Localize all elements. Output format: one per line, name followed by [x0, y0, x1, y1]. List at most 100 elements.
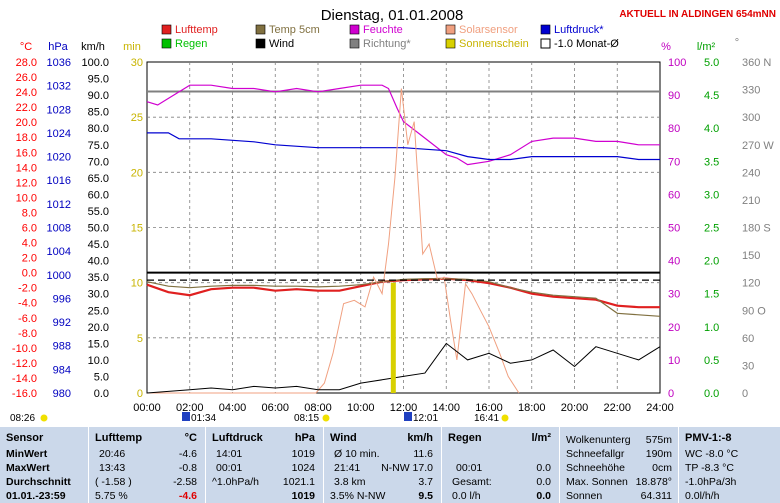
unit-lm2: l/m²	[697, 41, 716, 53]
sun-times: 08:26 01:34 08:15 12:01 16:41	[10, 412, 509, 424]
kmh-tick: 100.0	[81, 57, 109, 69]
kmh-tick: 45.0	[88, 239, 109, 251]
row-label-date: 01.01.-23:59	[6, 490, 66, 502]
sensor-column: Sensor MinWert MaxWert Durchschnitt 01.0…	[0, 427, 88, 503]
pmv-row-3: 0.0l/h/h	[685, 490, 720, 502]
wind-cur-val: 9.5	[418, 490, 433, 502]
min-tick: 20	[131, 167, 143, 179]
x-tick: 14:00	[432, 402, 460, 414]
hpa-tick: 1012	[47, 199, 71, 211]
hpa-tick: 1008	[47, 223, 71, 235]
deg-tick: 60	[742, 333, 754, 345]
extra-val-0: 575m	[645, 434, 672, 446]
hpa-tick: 1000	[47, 270, 71, 282]
lm2-tick: 3.5	[704, 156, 719, 168]
pmv-header: PMV-1:-8	[685, 432, 732, 444]
wind-avg-val: 3.7	[418, 476, 433, 488]
deg-tick: 150	[742, 250, 760, 262]
lm2-tick: 2.5	[704, 223, 719, 235]
kmh-tick: 5.0	[94, 371, 109, 383]
lufttemp-header: Lufttemp	[95, 432, 143, 444]
hpa-tick: 1028	[47, 104, 71, 116]
lufttemp-avg-note: ( -1.58 )	[95, 476, 132, 488]
lm2-tick: 0.0	[704, 388, 719, 400]
hpa-tick: 1024	[47, 128, 71, 140]
luftdruck-min-time: 14:01	[216, 448, 243, 460]
pct-tick: 100	[668, 57, 686, 69]
kmh-tick: 90.0	[88, 90, 109, 102]
temp-tick: 24.0	[16, 87, 37, 99]
kmh-tick: 80.0	[88, 123, 109, 135]
legend-label-feuchte: Feuchte	[363, 24, 403, 36]
sunset-time: 16:41	[474, 413, 499, 424]
temp-tick: -8.0	[18, 328, 37, 340]
legend-label-sonnenschein: Sonnenschein	[459, 38, 529, 50]
extra-val-1: 190m	[645, 448, 672, 460]
temp-tick: -4.0	[18, 298, 37, 310]
moon-icon	[182, 412, 190, 421]
temp-tick: 14.0	[16, 162, 37, 174]
wind-avg10-val: 11.6	[413, 448, 433, 460]
legend-swatch-lufttemp	[161, 24, 172, 35]
chart-title: Dienstag, 01.01.2008	[321, 7, 464, 24]
pct-tick: 60	[668, 189, 680, 201]
lm2-tick: 4.0	[704, 123, 719, 135]
sunrise-icon	[40, 414, 48, 422]
deg-tick: 30	[742, 360, 754, 372]
extra-val-2: 0cm	[652, 462, 672, 474]
series-temp-5cm	[146, 278, 661, 317]
extra-label-1: Schneefallgr	[566, 448, 625, 460]
unit-min: min	[123, 41, 141, 53]
lm2-tick: 2.0	[704, 256, 719, 268]
pct-tick: 40	[668, 256, 680, 268]
pct-tick: 70	[668, 156, 680, 168]
pct-tick: 20	[668, 322, 680, 334]
extra-val-4: 64.311	[640, 490, 672, 502]
noon-icon	[404, 412, 412, 421]
deg-tick: 180 S	[742, 223, 771, 235]
pmv-column: PMV-1:-8 WC -8.0 °C TP -8.3 °C -1.0hPa/3…	[679, 427, 780, 503]
temp-tick: 18.0	[16, 132, 37, 144]
kmh-tick: 85.0	[88, 107, 109, 119]
wind-avg10-label: Ø 10 min.	[334, 448, 380, 460]
regen-max-val: 0.0	[536, 462, 551, 474]
legend-swatch-feuchte	[349, 24, 360, 35]
legend-swatch-wind	[255, 38, 266, 49]
lufttemp-avg-val: -2.58	[173, 476, 197, 488]
lufttemp-column: Lufttemp °C 20:46 -4.6 13:43 -0.8 ( -1.58 )…	[89, 427, 205, 503]
deg-tick: 270 W	[742, 140, 774, 152]
kmh-tick: 15.0	[88, 338, 109, 350]
pct-tick: 0	[668, 388, 674, 400]
x-axis: 00:00 02:00 04:00 06:00 08:00 10:00 12:00 14:00…	[133, 402, 674, 414]
hpa-tick: 1032	[47, 81, 71, 93]
hpa-tick: 980	[53, 388, 71, 400]
hpa-tick: 992	[53, 317, 71, 329]
lufttemp-cur-note: 5.75 %	[95, 490, 128, 502]
legend-label-regen: Regen	[175, 38, 207, 50]
lufttemp-min-time: 20:46	[99, 448, 126, 460]
x-tick: 18:00	[518, 402, 546, 414]
hpa-tick: 1020	[47, 152, 71, 164]
sun-icon-time: 08:15	[294, 413, 319, 424]
lm2-tick: 4.5	[704, 90, 719, 102]
series	[146, 84, 661, 394]
extra-column: Wolkenunterg 575m Schneefallgr 190m Schnee…	[560, 427, 678, 503]
hpa-tick: 996	[53, 293, 71, 305]
pct-tick: 50	[668, 223, 680, 235]
luftdruck-cur-val: 1019	[291, 490, 315, 502]
deg-tick: 330	[742, 85, 760, 97]
pct-tick: 80	[668, 123, 680, 135]
temp-tick: 4.0	[22, 238, 37, 250]
lm2-tick: 0.5	[704, 355, 719, 367]
kmh-tick: 60.0	[88, 189, 109, 201]
deg-tick: 0	[742, 388, 748, 400]
pmv-row-2: -1.0hPa/3h	[685, 476, 737, 488]
row-label-max: MaxWert	[6, 462, 50, 474]
row-label-avg: Durchschnitt	[6, 476, 71, 488]
legend-swatch-solarsensor	[445, 24, 456, 35]
noon-time: 12:01	[413, 413, 438, 424]
legend-swatch-richtung	[349, 38, 360, 49]
legend-label-solarsensor: Solarsensor	[459, 24, 518, 36]
legend-swatch-temp5cm	[255, 24, 266, 35]
kmh-tick: 30.0	[88, 289, 109, 301]
